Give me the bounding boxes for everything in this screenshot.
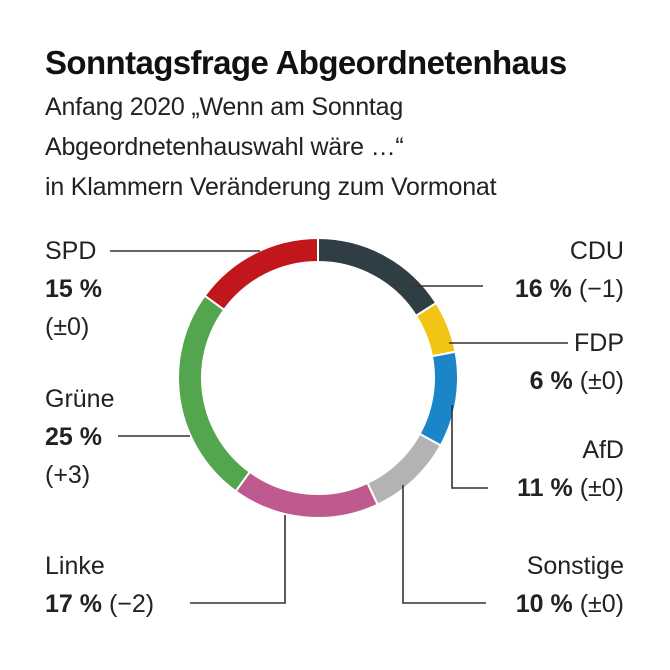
label-fdp-name: FDP	[574, 329, 624, 357]
leader-line-afd	[451, 405, 488, 489]
label-linke-pct: 17 %	[45, 590, 102, 618]
label-linke: Linke 17 % (−2)	[45, 547, 154, 623]
label-gruene-change: (+3)	[45, 461, 91, 489]
label-fdp-pct: 6 %	[529, 367, 573, 395]
label-cdu-name: CDU	[569, 237, 624, 265]
label-linke-value: 17 % (−2)	[45, 585, 154, 623]
label-afd-pct: 11 %	[517, 474, 573, 502]
subtitle-line-1: Anfang 2020 „Wenn am Sonntag	[45, 93, 404, 121]
label-cdu: CDU 16 % (−1)	[515, 232, 624, 308]
label-gruene-name: Grüne	[45, 385, 115, 413]
label-cdu-change: (−1)	[578, 275, 624, 303]
leader-lines	[110, 250, 568, 604]
label-spd-name: SPD	[45, 237, 97, 265]
label-fdp: FDP 6 % (±0)	[530, 324, 624, 400]
leader-line-sonstige	[402, 485, 486, 604]
label-spd-pct: 15 %	[45, 275, 102, 303]
label-spd-pct-row: 15 %	[45, 270, 102, 308]
chart-title: Sonntagsfrage Abgeordnetenhaus	[45, 44, 567, 81]
label-sonstige-pct: 10 %	[515, 590, 573, 618]
label-spd: SPD 15 % (±0)	[45, 232, 102, 346]
label-spd-change: (±0)	[45, 313, 90, 341]
subtitle-line-2: Abgeordnetenhauswahl wäre …“	[45, 133, 404, 161]
slice-spd	[203, 236, 319, 312]
label-gruene-pct: 25 %	[45, 423, 102, 451]
label-sonstige-change: (±0)	[579, 590, 624, 618]
label-afd: AfD 11 % (±0)	[517, 431, 624, 507]
label-sonstige-name: Sonstige	[526, 552, 624, 580]
label-afd-name: AfD	[582, 436, 624, 464]
leader-line-linke	[190, 515, 286, 604]
label-gruene-pct-row: 25 %	[45, 418, 114, 456]
subtitle-line-3: in Klammern Veränderung zum Vormonat	[45, 173, 497, 201]
slice-fdp	[414, 301, 457, 358]
label-fdp-change: (±0)	[579, 367, 624, 395]
label-sonstige-value: 10 % (±0)	[516, 585, 624, 623]
slice-linke	[234, 470, 379, 519]
label-fdp-value: 6 % (±0)	[530, 362, 624, 400]
slice-sonstige	[366, 432, 443, 507]
label-gruene: Grüne 25 % (+3)	[45, 380, 114, 494]
label-linke-name: Linke	[45, 552, 105, 580]
label-sonstige: Sonstige 10 % (±0)	[516, 547, 624, 623]
label-cdu-value: 16 % (−1)	[515, 270, 624, 308]
slice-cdu	[317, 236, 438, 318]
donut-slices	[177, 236, 459, 519]
label-afd-change: (±0)	[579, 474, 624, 502]
label-cdu-pct: 16 %	[514, 275, 572, 303]
label-afd-value: 11 % (±0)	[517, 469, 624, 507]
slice-gruene	[177, 294, 252, 493]
label-linke-change: (−2)	[108, 590, 155, 618]
